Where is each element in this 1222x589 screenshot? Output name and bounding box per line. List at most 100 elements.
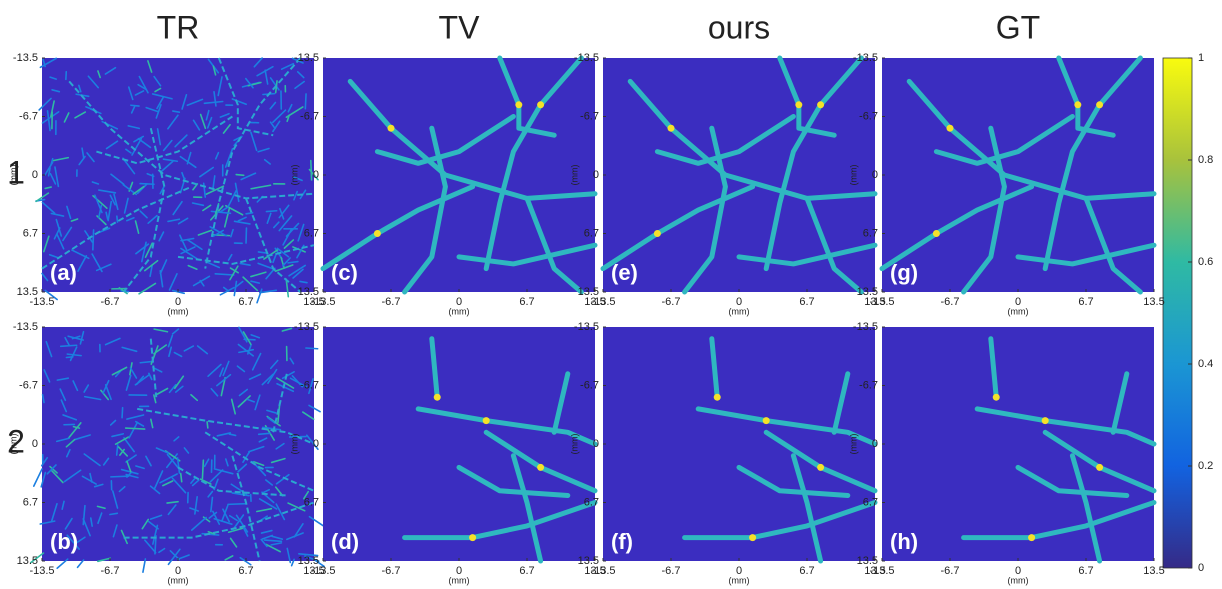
x-tick-label: 13.5	[1143, 565, 1164, 577]
speckle	[259, 433, 270, 434]
x-tick-label: -6.7	[662, 296, 681, 308]
panel-image	[882, 327, 1154, 561]
y-tick-label: 0	[313, 438, 319, 450]
speckle	[266, 211, 276, 212]
y-tick-label: 6.7	[304, 227, 319, 239]
hotspot	[388, 125, 395, 132]
hotspot	[763, 417, 770, 424]
x-tick-label: -6.7	[941, 296, 960, 308]
x-tick-label: 6.7	[238, 296, 253, 308]
y-tick-label: 13.5	[578, 555, 599, 567]
x-axis-label: (mm)	[168, 306, 189, 316]
speckle	[173, 111, 180, 112]
panel: (a)-13.5-13.5-6.7-6.7006.76.713.513.5(mm…	[8, 52, 324, 316]
y-axis-label: (mm)	[289, 165, 299, 186]
x-tick-label: 6.7	[238, 565, 253, 577]
y-axis-label: (mm)	[8, 165, 18, 186]
y-tick-label: 6.7	[584, 496, 599, 508]
hotspot	[947, 125, 954, 132]
hotspot	[483, 417, 490, 424]
hotspot	[668, 125, 675, 132]
y-tick-label: -13.5	[294, 321, 319, 333]
panel: (e)-13.5-13.5-6.7-6.7006.76.713.513.5(mm…	[569, 52, 885, 316]
y-tick-label: 0	[593, 169, 599, 181]
y-tick-label: 6.7	[304, 496, 319, 508]
speckle	[122, 408, 123, 418]
x-tick-label: -6.7	[382, 565, 401, 577]
y-tick-label: 13.5	[298, 555, 319, 567]
x-tick-label: -6.7	[662, 565, 681, 577]
y-tick-label: -13.5	[13, 321, 38, 333]
column-title: TR	[157, 9, 200, 45]
y-tick-label: 13.5	[578, 286, 599, 298]
panel-label: (g)	[890, 260, 918, 285]
x-axis-label: (mm)	[729, 306, 750, 316]
y-tick-label: -6.7	[300, 379, 319, 391]
speckle	[181, 474, 182, 482]
hotspot	[1028, 534, 1035, 541]
x-tick-label: -6.7	[382, 296, 401, 308]
y-tick-label: 0	[32, 438, 38, 450]
y-tick-label: 13.5	[17, 286, 38, 298]
hotspot	[374, 230, 381, 237]
y-tick-label: -6.7	[19, 379, 38, 391]
y-tick-label: -13.5	[13, 52, 38, 64]
x-tick-label: 6.7	[519, 565, 534, 577]
y-tick-label: -13.5	[574, 52, 599, 64]
speckle	[34, 469, 42, 486]
y-tick-label: -13.5	[853, 52, 878, 64]
hotspot	[1096, 101, 1103, 108]
panel-label: (d)	[331, 529, 359, 554]
speckle	[117, 445, 118, 455]
x-tick-label: 13.5	[1143, 296, 1164, 308]
x-tick-label: 6.7	[799, 296, 814, 308]
y-tick-label: 0	[872, 169, 878, 181]
y-tick-label: 0	[32, 169, 38, 181]
y-tick-label: 13.5	[298, 286, 319, 298]
hotspot	[714, 394, 721, 401]
y-tick-label: -6.7	[19, 110, 38, 122]
figure: TRTVoursGT12(a)-13.5-13.5-6.7-6.7006.76.…	[0, 0, 1222, 589]
y-tick-label: 13.5	[857, 555, 878, 567]
hotspot	[1074, 101, 1081, 108]
hotspot	[817, 464, 824, 471]
colorbar-tick-label: 0.4	[1198, 358, 1213, 370]
speckle	[140, 184, 154, 185]
speckle	[126, 428, 145, 429]
y-tick-label: 13.5	[17, 555, 38, 567]
column-title: GT	[996, 9, 1040, 45]
colorbar-tick-label: 0.6	[1198, 256, 1213, 268]
panel-label: (c)	[331, 260, 358, 285]
x-tick-label: 6.7	[519, 296, 534, 308]
colorbar-tick-label: 1	[1198, 52, 1204, 64]
panel: (h)-13.5-13.5-6.7-6.7006.76.713.513.5(mm…	[848, 321, 1164, 585]
speckle	[93, 230, 94, 250]
colorbar-tick-label: 0	[1198, 562, 1204, 574]
y-tick-label: -6.7	[580, 379, 599, 391]
speckle	[236, 175, 244, 176]
y-axis-label: (mm)	[289, 434, 299, 455]
x-tick-label: 6.7	[1078, 296, 1093, 308]
y-axis-label: (mm)	[848, 434, 858, 455]
y-axis-label: (mm)	[569, 165, 579, 186]
speckle	[306, 348, 318, 349]
y-tick-label: -13.5	[574, 321, 599, 333]
hotspot	[795, 101, 802, 108]
speckle	[117, 216, 118, 222]
panel-label: (a)	[50, 260, 77, 285]
y-tick-label: 0	[313, 169, 319, 181]
colorbar	[1163, 58, 1192, 568]
speckle	[305, 94, 306, 109]
hotspot	[515, 101, 522, 108]
hotspot	[933, 230, 940, 237]
colorbar-tick-label: 0.2	[1198, 460, 1213, 472]
y-tick-label: 6.7	[863, 496, 878, 508]
y-tick-label: 6.7	[23, 227, 38, 239]
y-tick-label: -13.5	[853, 321, 878, 333]
x-axis-label: (mm)	[1008, 575, 1029, 585]
x-axis-label: (mm)	[1008, 306, 1029, 316]
panel: (g)-13.5-13.5-6.7-6.7006.76.713.513.5(mm…	[848, 52, 1164, 316]
hotspot	[654, 230, 661, 237]
y-tick-label: -6.7	[300, 110, 319, 122]
y-tick-label: -6.7	[859, 110, 878, 122]
